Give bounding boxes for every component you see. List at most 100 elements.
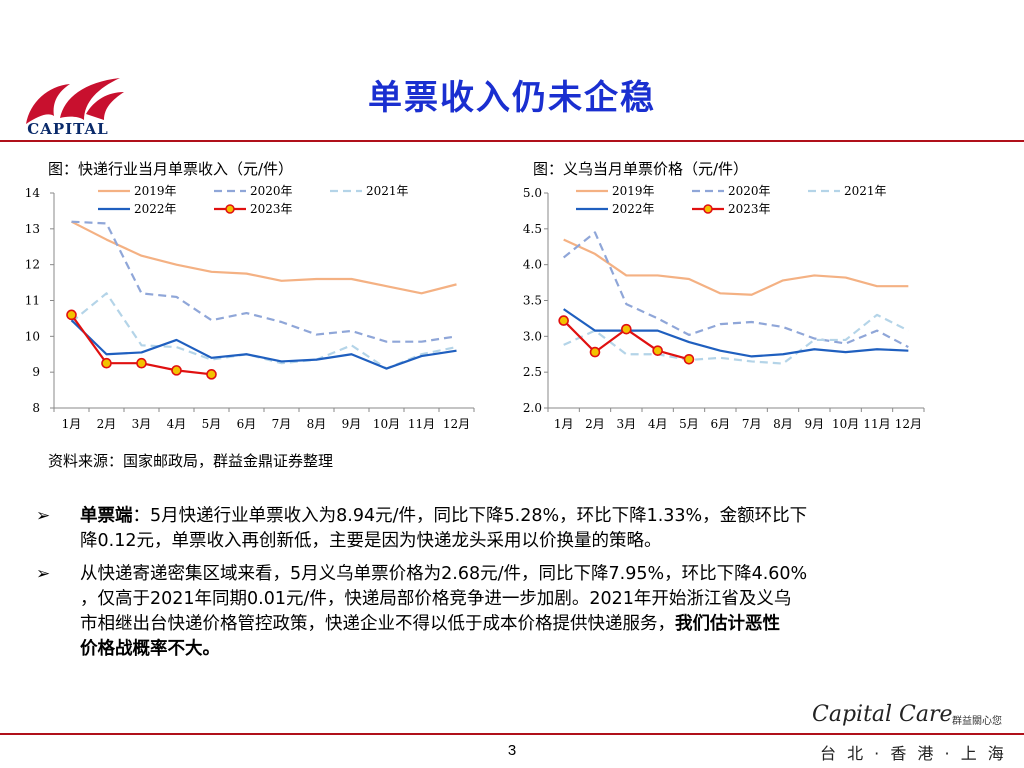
x-tick-label: 10月 [373,417,400,431]
bullet-list: ➢ 单票端：5月快递行业单票收入为8.94元/件，同比下降5.28%，环比下降1.… [36,504,1006,670]
bullet-text: 从快递寄递密集区域来看，5月义乌单票价格为2.68元/件，同比下降7.95%，环… [80,564,808,584]
series-line-2020年 [562,231,909,349]
legend-label: 2023年 [250,202,293,216]
bullet-line: 降0.12元，单票收入再创新低，主要是因为快递龙头采用以价换量的策略。 [80,529,1006,554]
y-tick-label: 3.5 [523,294,542,308]
x-tick-label: 8月 [773,417,793,431]
x-tick-label: 6月 [711,417,731,431]
x-tick-label: 2月 [585,417,605,431]
data-point [171,365,182,376]
bullet-line: 单票端：5月快递行业单票收入为8.94元/件，同比下降5.28%，环比下降1.3… [80,504,1006,529]
x-tick-label: 4月 [648,417,668,431]
footer-cities: 台 北 · 香 港 · 上 海 [820,744,1007,763]
series-line-2022年 [563,308,909,358]
series-line-2020年 [71,220,457,343]
x-tick-label: 9月 [342,417,362,431]
y-tick-label: 13 [25,222,40,236]
bullet-line: 价格战概率不大。 [80,637,1006,662]
x-tick-label: 10月 [832,417,859,431]
data-point [621,323,632,335]
bullet-text: 降0.12元，单票收入再创新低，主要是因为快递龙头采用以价换量的策略。 [80,531,662,551]
logo-wing-shape [26,84,70,124]
x-tick-label: 1月 [62,417,82,431]
data-point [558,315,569,326]
legend-label: 2019年 [612,184,655,198]
legend-marker [225,204,235,214]
legend-label: 2020年 [728,184,771,198]
series-line-2019年 [70,220,457,295]
x-tick-label: 8月 [307,417,327,431]
bullet-item: ➢ 单票端：5月快递行业单票收入为8.94元/件，同比下降5.28%，环比下降1.… [36,504,1006,554]
legend-label: 2022年 [134,202,177,216]
bullet-text: 市相继出台快递价格管控政策，快递企业不得以低于成本价格提供快递服务， [80,614,675,634]
bullet-arrow-icon: ➢ [36,564,51,584]
x-tick-label: 3月 [617,417,637,431]
y-tick-label: 9 [32,365,40,379]
logo-wing-shape [60,78,120,120]
data-point [206,369,217,380]
y-tick-label: 8 [32,401,40,415]
bullet-item: ➢ 从快递寄递密集区域来看，5月义乌单票价格为2.68元/件，同比下降7.95%，… [36,562,1006,662]
bullet-line: 从快递寄递密集区域来看，5月义乌单票价格为2.68元/件，同比下降7.95%，环… [80,562,1006,587]
x-tick-label: 5月 [202,417,222,431]
bullet-emphasis: 单票端 [80,506,133,526]
legend-label: 2021年 [844,184,887,198]
logo-text: CAPITAL [27,120,109,138]
legend-label: 2022年 [612,202,655,216]
logo-wing-shape [86,92,124,120]
page-number: 3 [507,742,517,759]
source-note: 资料来源：国家邮政局，群益金鼎证券整理 [48,452,334,470]
legend-label: 2020年 [250,184,293,198]
series-line-2019年 [563,238,909,296]
y-tick-label: 14 [25,186,41,200]
bullet-text: ，仅高于2021年同期0.01元/件，快递局部价格竞争进一步加剧。2021年开始… [80,589,792,609]
x-tick-label: 6月 [237,417,257,431]
x-tick-label: 5月 [679,417,699,431]
footer-brand: Capital Care [812,702,953,727]
chart-1-title: 图：快递行业当月单票收入（元/件） [48,160,294,178]
x-tick-label: 12月 [895,417,922,431]
x-tick-label: 2月 [97,417,117,431]
bullet-text: ：5月快递行业单票收入为8.94元/件，同比下降5.28%，环比下降1.33%，… [132,506,808,526]
chart-delivery-unit-revenue: 8 9 10 11 12 13 14 1月 2月 3月 4月 5月 6月 7月 8月 9月 10月 11月 12月 2… [25,184,475,431]
chart-yiwu-unit-price: 2.0 2.5 3.0 3.5 4.0 4.5 5.0 1月 2月 3月 4月 5月 6月 7月 8月 9月 1… [523,184,925,431]
legend-label: 2021年 [366,184,409,198]
bottom-divider [0,733,1024,735]
data-point [683,353,695,365]
data-point [136,357,147,369]
data-point [101,357,112,369]
y-tick-label: 2.0 [523,401,542,415]
legend-marker [703,204,713,214]
capital-logo [26,78,124,124]
y-tick-label: 12 [25,258,40,272]
legend-label: 2019年 [134,184,177,198]
x-tick-label: 1月 [554,417,574,431]
legend-label: 2023年 [728,202,771,216]
y-tick-label: 10 [25,329,40,343]
data-point [66,309,77,321]
bullet-line: 市相继出台快递价格管控政策，快递企业不得以低于成本价格提供快递服务，我们估计恶性 [80,612,1006,637]
y-tick-label: 11 [25,294,40,308]
y-tick-label: 5.0 [523,186,542,200]
data-point [589,346,601,358]
series-line-2021年 [563,313,909,365]
x-tick-label: 12月 [443,417,470,431]
bullet-line: ，仅高于2021年同期0.01元/件，快递局部价格竞争进一步加剧。2021年开始… [80,587,1006,612]
x-tick-label: 9月 [805,417,825,431]
x-tick-label: 11月 [408,417,435,431]
x-tick-label: 11月 [863,417,890,431]
series-line-2021年 [70,292,457,370]
x-tick-label: 4月 [167,417,187,431]
data-point [652,345,663,356]
x-tick-label: 7月 [742,417,762,431]
bullet-emphasis: 价格战概率不大。 [80,639,220,659]
x-tick-label: 3月 [132,417,152,431]
bullet-arrow-icon: ➢ [36,506,51,526]
top-divider [0,140,1024,142]
chart-2-title: 图：义乌当月单票价格（元/件） [533,160,749,178]
bullet-emphasis: 我们估计恶性 [675,614,780,634]
page-title: 单票收入仍未企稳 [368,78,656,118]
y-tick-label: 4.5 [523,222,542,236]
x-tick-label: 7月 [272,417,292,431]
footer-brand-sub: 群益關心您 [952,716,1002,727]
